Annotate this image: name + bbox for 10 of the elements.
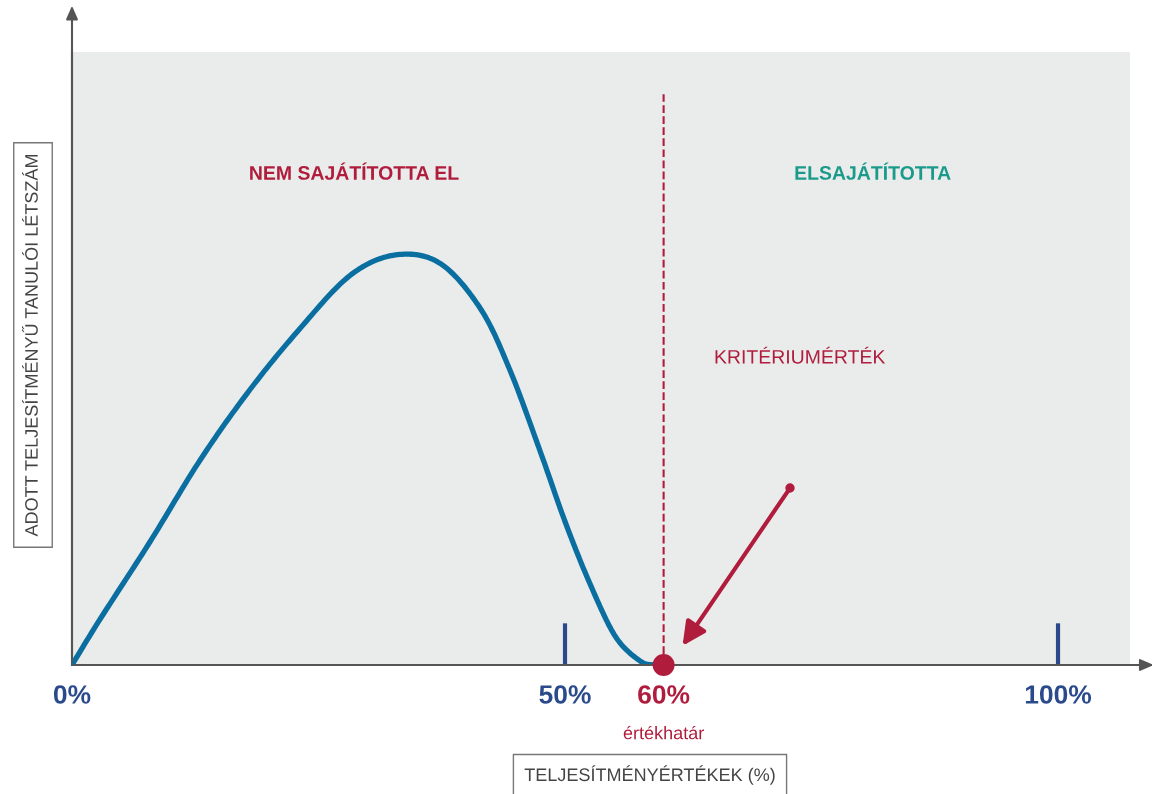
annotation: KRITÉRIUMÉRTÉK [715,346,886,364]
x-axis-title: TELJESÍTMÉNYÉRTÉKEK (%) [524,765,775,785]
ref-line-label: értékhatár [623,725,704,740]
x-tick-label: 0% [53,685,91,704]
x-tick-label: 50% [539,685,591,704]
x-tick-label: 60% [638,685,690,704]
x-tick-label: 100% [1025,685,1092,704]
text: NEM SAJÁTÍTOTTA EL [250,162,459,180]
text: ELSAJÁTÍTOTTA [795,162,951,180]
y-axis-title: ADOTT TELJESÍTMÉNYŰ TANULÓI LÉTSZÁM [22,155,38,537]
